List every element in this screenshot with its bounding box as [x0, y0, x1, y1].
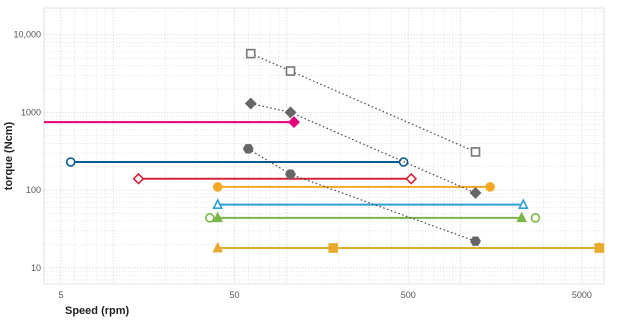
data-point-diamond [244, 97, 257, 110]
data-point-circle [212, 182, 223, 192]
data-point-diamond [284, 106, 297, 119]
series-12 [244, 97, 482, 199]
series-3 [132, 172, 418, 185]
data-point-triangle [212, 241, 223, 253]
data-point-diamond [405, 172, 418, 185]
data-point-circle [485, 182, 495, 192]
data-point-triangle [518, 198, 529, 209]
data-point-triangle [516, 211, 527, 223]
data-point-square [328, 243, 339, 253]
series-13 [242, 144, 481, 246]
y-tick-label: 10 [31, 263, 41, 273]
x-tick-label: 5 [58, 290, 63, 300]
data-point-hexagon [242, 144, 254, 154]
chart-grid [43, 8, 604, 284]
data-point-diamond [132, 172, 145, 185]
data-point-diamond [469, 186, 482, 199]
series-5 [212, 198, 529, 209]
series-4 [212, 182, 495, 192]
data-point-circle [530, 213, 541, 223]
x-tick-label: 50 [230, 290, 240, 300]
data-point-hexagon [285, 169, 296, 179]
series-group [44, 48, 605, 253]
data-point-diamond [288, 116, 300, 129]
y-tick-label: 100 [26, 185, 41, 195]
data-point-hexagon [470, 236, 481, 246]
series-6 [217, 211, 527, 223]
data-point-triangle [212, 211, 223, 223]
x-axis-title: Speed (rpm) [65, 305, 130, 317]
series-1 [44, 116, 300, 129]
series-line [250, 53, 476, 153]
y-tick-label: 1000 [21, 107, 41, 117]
axis-tick-labels: 5 50 500 5000 10 100 1000 10,000 [13, 30, 591, 300]
data-point-triangle [212, 198, 223, 209]
data-point-circle [204, 213, 215, 223]
data-point-circle [65, 157, 76, 167]
x-tick-label: 5000 [572, 290, 592, 300]
data-point-square [470, 147, 481, 157]
series-7 [204, 213, 541, 223]
y-tick-label: 10,000 [13, 30, 41, 40]
series-11 [245, 48, 481, 157]
data-point-square [285, 66, 296, 76]
series-8 [212, 211, 223, 223]
plot-area-frame [43, 7, 605, 285]
series-10 [328, 243, 605, 253]
data-point-square [594, 243, 605, 253]
series-2 [65, 157, 409, 167]
y-axis-title: torque (Ncm) [3, 121, 15, 190]
data-point-square [245, 48, 256, 59]
x-tick-label: 500 [401, 290, 416, 300]
